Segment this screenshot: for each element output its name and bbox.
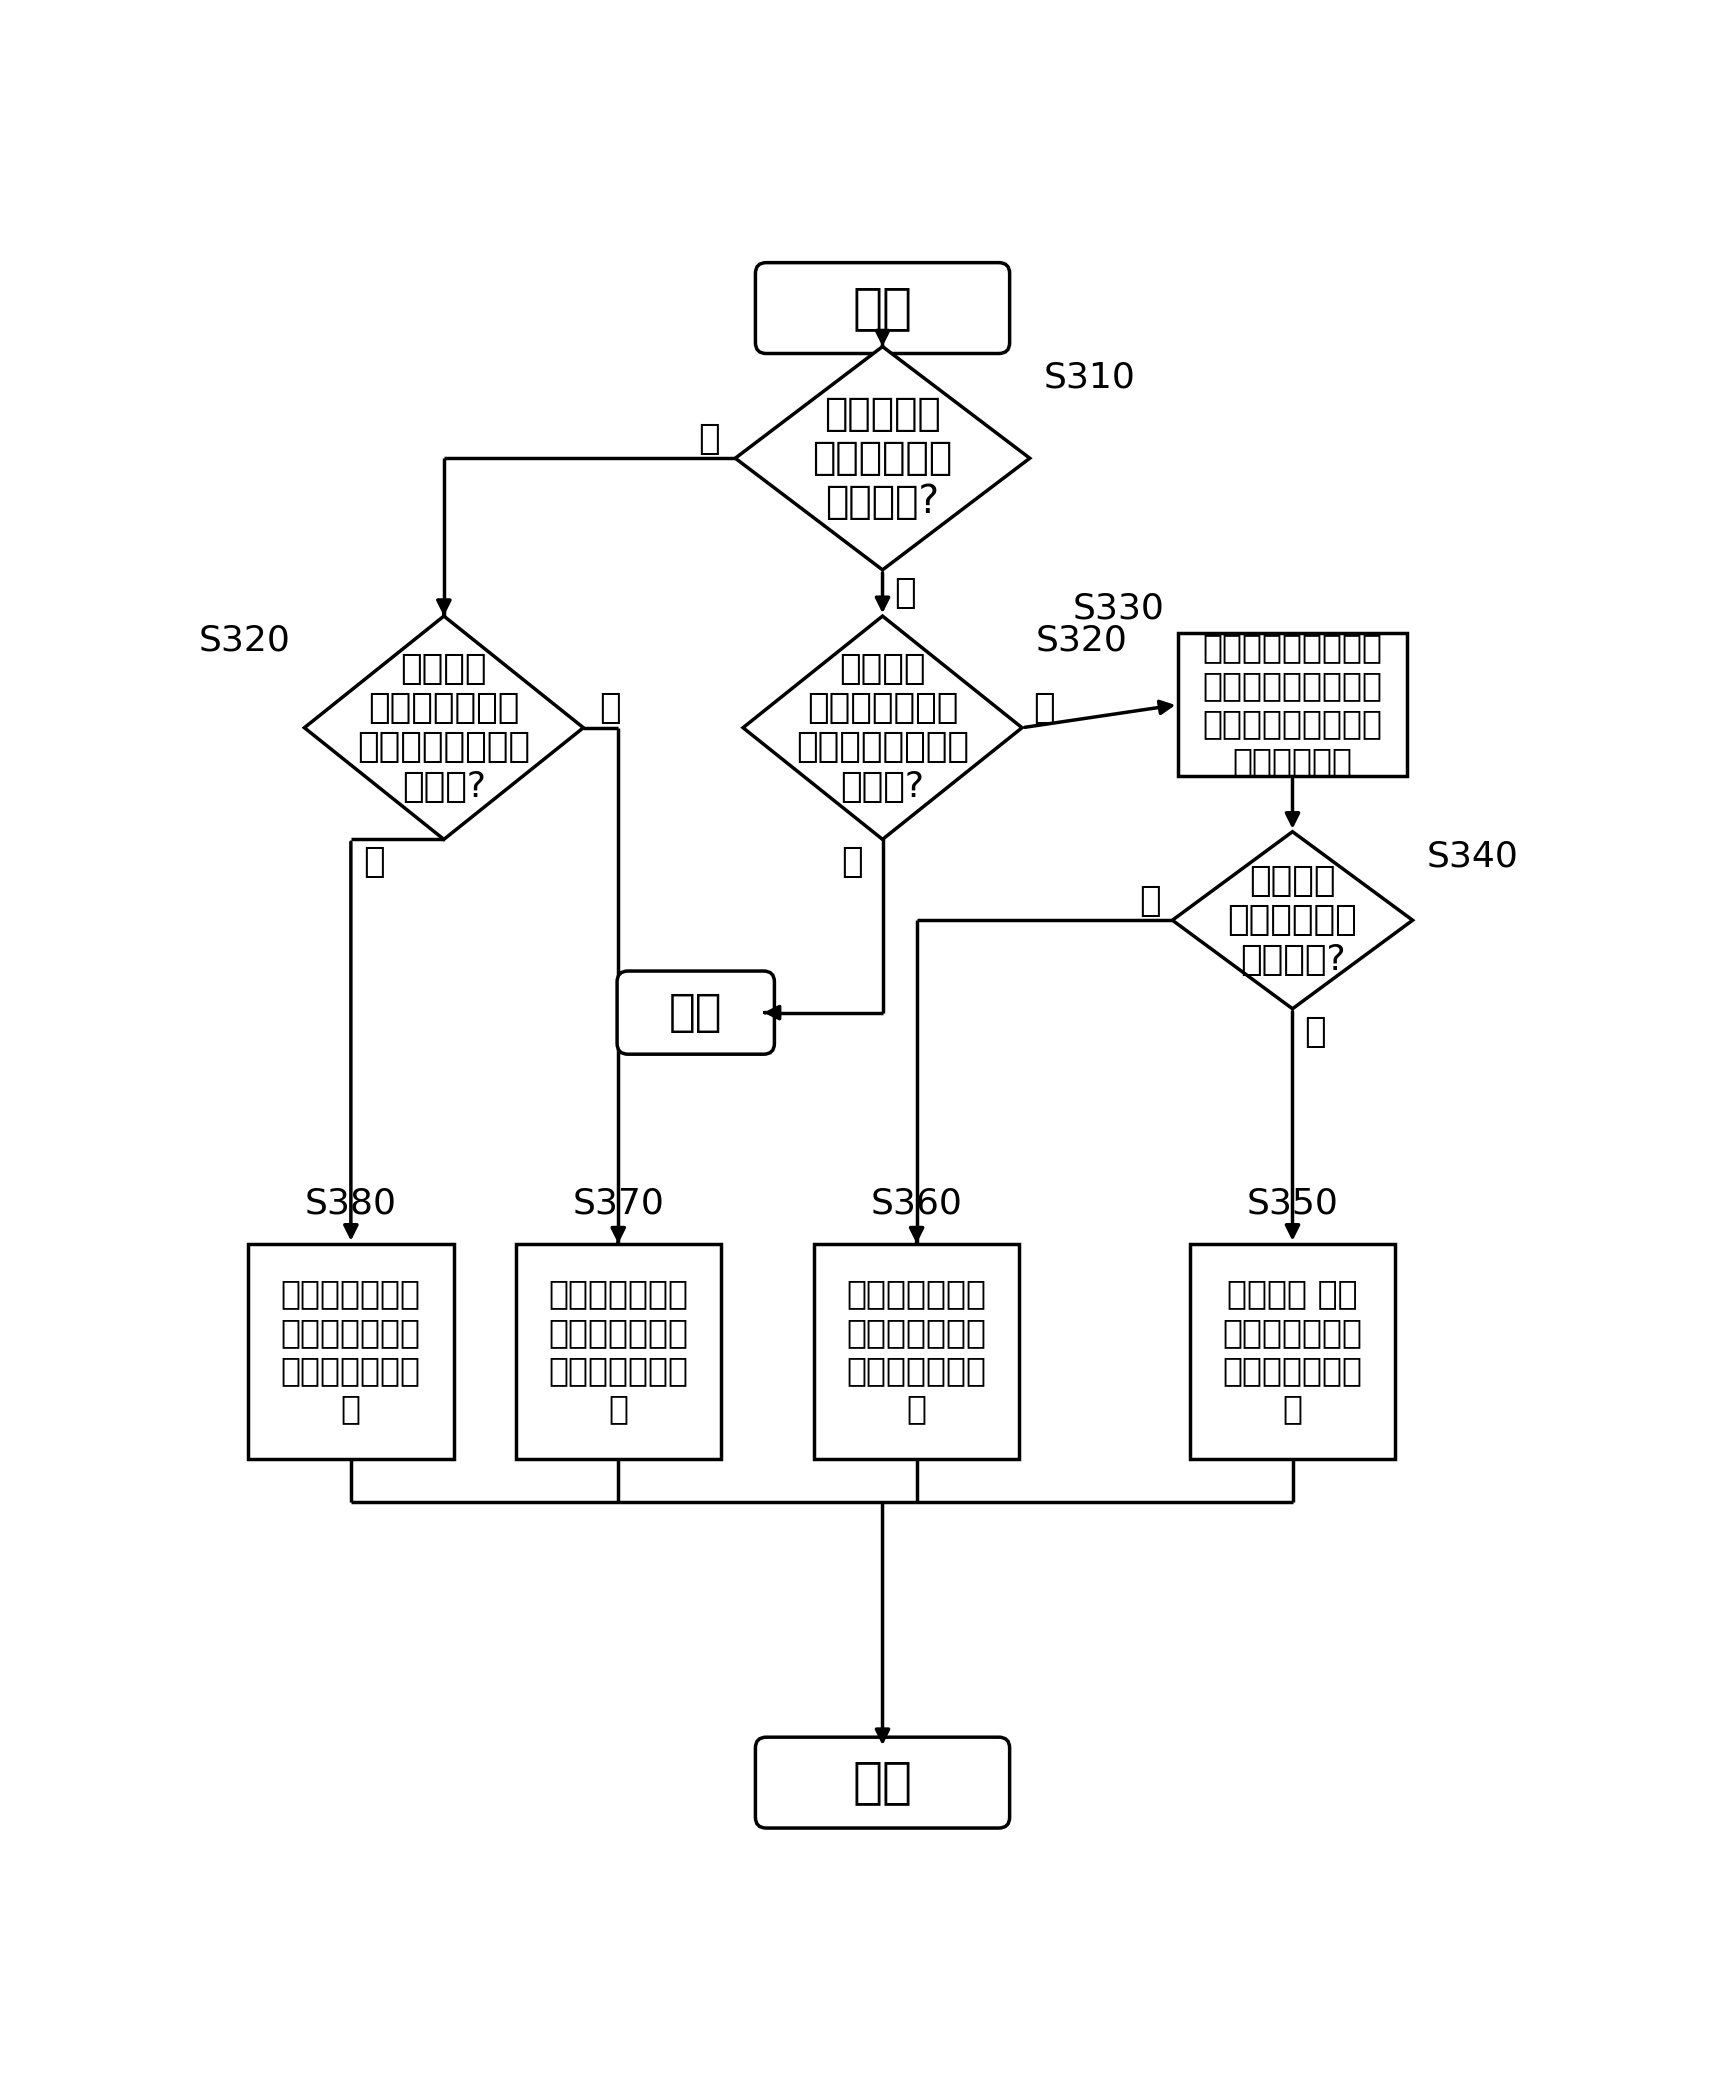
Text: 否: 否: [697, 421, 720, 457]
Text: S320: S320: [1037, 624, 1128, 657]
Text: 将列表中的该质量事
件对象的持续时间增
加预定时间段，作为
当前持续时间: 将列表中的该质量事 件对象的持续时间增 加预定时间段，作为 当前持续时间: [1202, 630, 1383, 778]
Text: 开始: 开始: [852, 284, 913, 332]
Bar: [815, 1243, 1019, 1460]
Text: S330: S330: [1073, 592, 1164, 626]
Text: 否: 否: [1140, 884, 1161, 918]
Text: S350: S350: [1247, 1187, 1338, 1220]
Text: S380: S380: [305, 1187, 396, 1220]
Text: 质量事件
对象的标识符在
临时质量事件对象
列表中?: 质量事件 对象的标识符在 临时质量事件对象 列表中?: [358, 651, 530, 803]
Text: 是: 是: [363, 845, 386, 880]
Bar: [248, 1243, 453, 1460]
Text: 质量事件
对象的标识符在
临时质量事件对象
列表中?: 质量事件 对象的标识符在 临时质量事件对象 列表中?: [796, 651, 969, 803]
Bar: [1190, 1243, 1395, 1460]
FancyBboxPatch shape: [756, 263, 1009, 353]
Text: S320: S320: [198, 624, 291, 657]
Text: 触发表达式
的值大于等于
预定阈值?: 触发表达式 的值大于等于 预定阈值?: [813, 394, 952, 522]
Text: 否: 否: [599, 690, 620, 726]
Text: S370: S370: [572, 1187, 665, 1220]
Polygon shape: [1173, 832, 1412, 1010]
Polygon shape: [305, 615, 584, 839]
Polygon shape: [742, 615, 1023, 839]
Text: 质量事件未被触
发，在列表中保
持该质量事件对
象: 质量事件未被触 发，在列表中保 持该质量事件对 象: [847, 1277, 987, 1425]
Bar: [515, 1243, 722, 1460]
Text: 质量事件未被触
发，在列表中添
加该质量事件对
象: 质量事件未被触 发，在列表中添 加该质量事件对 象: [548, 1277, 689, 1425]
Text: 结束: 结束: [852, 1758, 913, 1806]
Bar: [1178, 634, 1407, 776]
Text: S340: S340: [1426, 839, 1519, 874]
Text: 结束: 结束: [670, 991, 723, 1035]
Text: S310: S310: [1044, 361, 1135, 394]
Text: 质量事件未被触
发，从列表中删
除该质量事件对
象: 质量事件未被触 发，从列表中删 除该质量事件对 象: [281, 1277, 420, 1425]
FancyBboxPatch shape: [616, 972, 775, 1053]
Text: 质量事件 被触
发，从列表中删
除该质量事件对
象: 质量事件 被触 发，从列表中删 除该质量事件对 象: [1223, 1277, 1362, 1425]
Text: 当前持续
时间大于等于
触发时间?: 当前持续 时间大于等于 触发时间?: [1228, 864, 1357, 976]
Polygon shape: [735, 346, 1030, 569]
Text: 是: 是: [1033, 690, 1056, 726]
FancyBboxPatch shape: [756, 1738, 1009, 1827]
Text: 是: 是: [1304, 1016, 1326, 1049]
Text: 否: 否: [842, 845, 863, 880]
Text: 是: 是: [894, 576, 916, 609]
Text: S360: S360: [871, 1187, 963, 1220]
